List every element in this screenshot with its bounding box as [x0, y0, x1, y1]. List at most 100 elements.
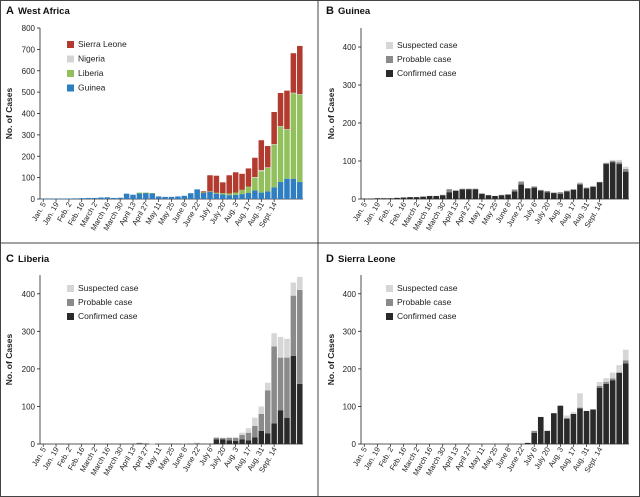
bar-sierra-leone	[200, 191, 207, 193]
bar-confirmed-case	[537, 190, 544, 199]
bar-guinea	[53, 198, 59, 200]
bar-probable-case	[590, 186, 596, 187]
bar-probable-case	[609, 161, 616, 163]
bar-guinea	[123, 193, 130, 199]
legend-label: Confirmed case	[397, 311, 457, 321]
bar-confirmed-case	[459, 189, 466, 199]
bar-confirmed-case	[603, 383, 609, 444]
bar-guinea	[284, 178, 290, 199]
legend-swatch	[67, 70, 74, 77]
bar-confirmed-case	[590, 409, 596, 444]
legend-swatch	[67, 84, 74, 92]
panel-title: Sierra Leone	[338, 254, 396, 265]
bar-suspected-case	[284, 338, 290, 358]
bar-sierra-leone	[213, 175, 220, 193]
bar-confirmed-case	[290, 355, 297, 444]
bar-guinea	[297, 181, 303, 199]
bar-probable-case	[570, 189, 577, 190]
bar-guinea	[98, 197, 104, 199]
bar-nigeria	[284, 129, 290, 130]
bar-liberia	[232, 192, 239, 195]
bar-suspected-case	[603, 162, 609, 164]
bar-probable-case	[505, 194, 511, 195]
bar-guinea	[91, 197, 98, 199]
bar-suspected-case	[622, 166, 629, 169]
bar-suspected-case	[277, 336, 284, 358]
bar-confirmed-case	[564, 191, 570, 199]
bar-probable-case	[194, 442, 200, 444]
bar-guinea	[226, 195, 232, 199]
bar-confirmed-case	[551, 192, 557, 199]
bar-probable-case	[239, 434, 245, 440]
bar-probable-case	[297, 290, 303, 384]
y-axis-label: No. of Cases	[326, 333, 336, 385]
bar-probable-case	[220, 437, 226, 440]
bar-confirmed-case	[498, 195, 505, 199]
bar-probable-case	[181, 443, 188, 445]
bar-sierra-leone	[264, 145, 271, 168]
y-tick-label: 800	[22, 24, 36, 33]
bar-liberia	[277, 126, 284, 182]
y-tick-label: 0	[352, 195, 357, 204]
legend-swatch	[386, 42, 393, 49]
bar-probable-case	[616, 162, 622, 165]
bar-confirmed-case	[381, 198, 387, 199]
legend-swatch	[386, 56, 393, 63]
bar-liberia	[239, 189, 245, 195]
bar-suspected-case	[570, 412, 577, 414]
legend-label: Probable case	[397, 297, 452, 307]
bar-probable-case	[603, 162, 609, 165]
legend-swatch	[386, 285, 393, 292]
bar-confirmed-case	[367, 198, 374, 200]
bar-suspected-case	[616, 159, 622, 163]
bar-liberia	[297, 94, 303, 182]
bar-guinea	[271, 187, 277, 199]
panel-letter: B	[326, 5, 334, 17]
y-tick-label: 0	[31, 440, 36, 449]
bar-guinea	[290, 178, 297, 199]
bar-guinea	[136, 193, 143, 199]
y-tick-label: 400	[22, 110, 36, 119]
bar-probable-case	[564, 190, 570, 192]
legend-swatch	[67, 313, 74, 320]
y-axis-label: No. of Cases	[4, 333, 14, 385]
bar-suspected-case	[577, 393, 583, 408]
bar-probable-case	[232, 437, 239, 441]
bar-suspected-case	[149, 443, 156, 445]
y-tick-label: 300	[22, 327, 36, 336]
bar-probable-case	[622, 168, 629, 172]
bar-suspected-case	[577, 182, 583, 184]
legend-swatch	[67, 41, 74, 48]
bar-probable-case	[459, 188, 466, 190]
bar-probable-case	[290, 295, 297, 356]
bar-confirmed-case	[400, 197, 407, 199]
bar-confirmed-case	[271, 423, 277, 444]
panel-letter: C	[6, 253, 14, 265]
bar-confirmed-case	[557, 193, 564, 199]
legend-label: Suspected case	[397, 283, 458, 293]
bar-confirmed-case	[564, 418, 570, 444]
legend-label: Liberia	[78, 68, 104, 78]
y-tick-label: 300	[22, 131, 36, 140]
bar-guinea	[187, 193, 194, 199]
bar-probable-case	[583, 187, 590, 189]
legend-swatch	[386, 70, 393, 77]
bar-sierra-leone	[258, 140, 265, 171]
bar-guinea	[181, 195, 188, 199]
bar-nigeria	[290, 92, 297, 94]
bar-guinea	[85, 197, 91, 199]
bar-guinea	[252, 190, 258, 199]
bar-confirmed-case	[466, 189, 472, 199]
panel-title: Guinea	[338, 6, 371, 17]
bar-guinea	[207, 191, 213, 199]
legend-swatch	[386, 313, 393, 320]
bar-guinea	[168, 196, 175, 199]
bar-probable-case	[531, 186, 538, 188]
bar-probable-case	[498, 194, 505, 196]
bar-confirmed-case	[583, 410, 590, 444]
y-tick-label: 400	[343, 290, 357, 299]
bar-confirmed-case	[485, 195, 492, 199]
y-tick-label: 100	[22, 174, 36, 183]
